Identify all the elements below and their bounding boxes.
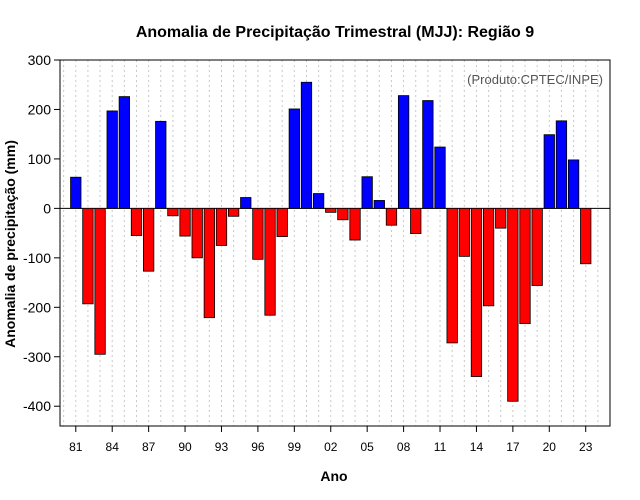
bar-2013 [458, 207, 470, 257]
bar-2015 [482, 207, 495, 307]
bar-2001 [312, 193, 325, 209]
x-tick-label: 90 [178, 440, 192, 454]
y-tick-label: 0 [43, 200, 51, 216]
bar-1986 [130, 207, 143, 236]
bar-2016 [495, 207, 507, 229]
bar-2007 [385, 207, 398, 226]
y-tick-label: -200 [23, 299, 51, 315]
source-annotation: (Produto:CPTEC/INPE) [467, 72, 603, 87]
bar-2003 [337, 207, 349, 221]
bar-1990 [179, 207, 191, 237]
x-axis: 81 84 87 90 93 96 99 02 05 08 11 14 17 20 23 [69, 426, 593, 454]
bar-2012 [446, 207, 458, 344]
x-tick-label: 14 [470, 440, 484, 454]
y-axis-label: Anomalia de precipitação (mm) [2, 140, 18, 348]
bar-2008 [397, 95, 410, 209]
x-tick-label: 17 [506, 440, 520, 454]
bar-2002 [325, 207, 337, 213]
bar-1992 [203, 207, 215, 319]
bar-2017 [507, 207, 519, 402]
bar-2023 [580, 207, 592, 265]
bar-1984 [106, 110, 118, 209]
y-tick-label: 200 [28, 101, 52, 117]
bar-2009 [410, 207, 422, 235]
bar-2010 [422, 100, 434, 209]
x-tick-label: 99 [288, 440, 302, 454]
bar-2014 [470, 207, 483, 377]
bar-2006 [373, 200, 385, 209]
y-tick-label: -300 [23, 349, 51, 365]
chart-title: Anomalia de Precipitação Trimestral (MJJ… [136, 24, 534, 41]
bar-2011 [434, 146, 446, 209]
x-tick-label: 11 [434, 440, 447, 454]
x-tick-label: 81 [69, 440, 83, 454]
x-axis-label: Ano [320, 468, 347, 484]
x-tick-label: 23 [579, 440, 593, 454]
bar-1994 [227, 207, 240, 217]
bar-1982 [82, 207, 94, 305]
x-tick-label: 02 [324, 440, 338, 454]
bar-2019 [531, 207, 543, 286]
bars [70, 81, 592, 402]
x-tick-label: 84 [106, 440, 120, 454]
bar-2022 [567, 159, 580, 209]
x-tick-label: 87 [142, 440, 156, 454]
bar-2018 [519, 207, 531, 325]
bar-1985 [118, 96, 130, 209]
bar-1996 [252, 207, 264, 260]
x-tick-label: 20 [543, 440, 557, 454]
bar-1983 [94, 207, 106, 355]
y-tick-label: -400 [23, 398, 51, 414]
bar-1988 [155, 120, 167, 209]
bar-1987 [143, 207, 155, 272]
x-tick-label: 05 [360, 440, 374, 454]
y-axis: 300 200 100 0 -100 -200 -300 -400 [23, 52, 60, 414]
x-tick-label: 93 [215, 440, 229, 454]
bar-2021 [555, 120, 568, 209]
bar-1997 [264, 207, 276, 316]
bar-1995 [240, 197, 252, 209]
bar-2004 [349, 207, 361, 241]
plot-frame [59, 59, 611, 427]
bar-1981 [70, 176, 82, 209]
bar-2000 [300, 81, 313, 209]
bar-2005 [361, 176, 373, 209]
x-tick-label: 08 [397, 440, 411, 454]
y-tick-label: -100 [23, 250, 51, 266]
bar-2020 [543, 134, 555, 209]
x-tick-label: 96 [251, 440, 265, 454]
y-tick-label: 300 [28, 52, 52, 68]
bar-1998 [276, 207, 288, 237]
bar-1993 [215, 207, 228, 246]
bar-1989 [167, 207, 179, 217]
bar-1999 [288, 108, 300, 209]
bar-1991 [191, 207, 203, 259]
y-tick-label: 100 [28, 151, 52, 167]
